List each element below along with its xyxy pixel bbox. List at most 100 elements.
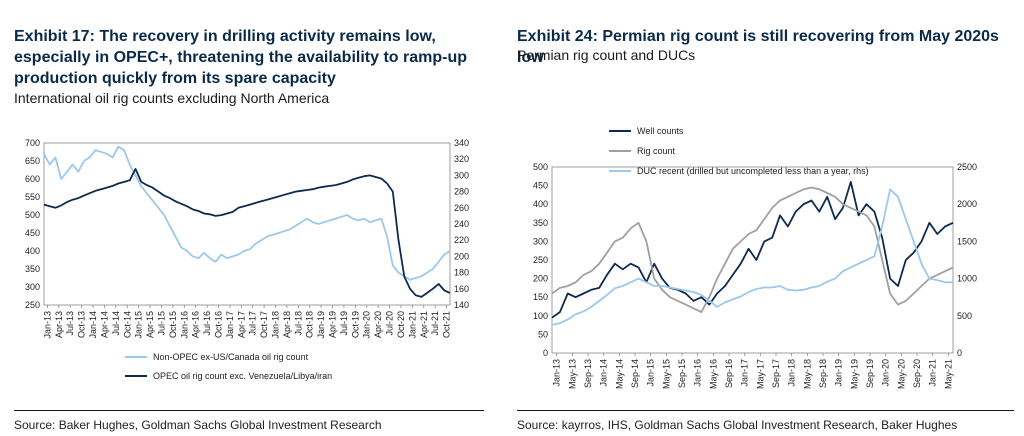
right-x-tick-label: Sep-20 (912, 359, 922, 388)
left-x-tick-label: Apr-19 (328, 311, 338, 338)
left-y-left-tick-label: 450 (25, 228, 40, 238)
left-x-tick-label: Jan-16 (179, 311, 189, 339)
left-exhibit: Exhibit 17: The recovery in drilling act… (0, 0, 500, 436)
right-x-tick-label: May-13 (567, 359, 577, 389)
right-source-divider (517, 410, 1014, 411)
left-x-tick-label: Jul-18 (293, 311, 303, 336)
left-x-tick-label: Jan-14 (88, 311, 98, 339)
right-x-tick-label: Jan-21 (928, 359, 938, 387)
right-x-tick-label: May-17 (755, 359, 765, 389)
right-x-tick-label: May-20 (896, 359, 906, 389)
right-exhibit: Exhibit 24: Permian rig count is still r… (512, 0, 1024, 436)
left-x-tick-label: Jul-17 (248, 311, 258, 336)
right-x-tick-label: Jan-18 (787, 359, 797, 387)
right-y-left-tick-label: 350 (533, 218, 548, 228)
left-x-tick-label: Oct-21 (442, 311, 452, 338)
left-plot-frame (43, 142, 451, 306)
right-x-tick-label: Sep-18 (818, 359, 828, 388)
left-y-right-tick-label: 280 (454, 187, 469, 197)
left-x-tick-label: Jul-15 (156, 311, 166, 336)
left-y-left-tick-label: 550 (25, 192, 40, 202)
left-y-left-tick-label: 250 (25, 300, 40, 310)
left-legend-label: OPEC oil rig count exc. Venezuela/Libya/… (153, 371, 332, 381)
left-x-tick-label: Jul-13 (65, 311, 75, 336)
left-y-right-tick-label: 200 (454, 251, 469, 261)
right-series-line-2 (551, 188, 953, 326)
right-x-tick-label: Jan-13 (552, 359, 562, 387)
left-chart: 700 650 600 550 500 450 400 350 300 250 340 320 300 2… (25, 138, 469, 381)
left-x-tick-label: Apr-21 (419, 311, 429, 338)
right-x-tick-label: Sep-16 (724, 359, 734, 388)
right-series-line-0 (551, 180, 954, 319)
left-x-tick-label: Oct-14 (122, 311, 132, 338)
right-x-tick-label: Sep-13 (583, 359, 593, 388)
left-x-tick-label: Jan-19 (316, 311, 326, 339)
right-plot-frame (551, 166, 954, 354)
left-y-right-tick-label: 300 (454, 170, 469, 180)
left-x-tick-label: Apr-15 (145, 311, 155, 338)
right-x-tick-label: Jan-16 (693, 359, 703, 387)
right-y-left-tick-label: 100 (533, 311, 548, 321)
right-y-left-tick-label: 200 (533, 274, 548, 284)
right-x-tick-label: May-21 (943, 359, 953, 389)
right-chart: 5004504003503002502001501005002500200015… (533, 126, 977, 389)
left-legend-label: Non-OPEC ex-US/Canada oil rig count (153, 352, 309, 362)
right-x-tick-label: Jan-15 (646, 359, 656, 387)
left-x-tick-label: Jul-19 (339, 311, 349, 336)
right-y-left-tick-label: 50 (538, 329, 548, 339)
left-x-tick-label: Jul-14 (111, 311, 121, 336)
right-chart-subtitle: Permian rig count and DUCs (517, 47, 696, 63)
right-series-line-1 (551, 186, 954, 314)
left-source-divider (14, 410, 484, 411)
right-x-tick-label: Sep-14 (630, 359, 640, 388)
left-y-left-tick-label: 500 (25, 210, 40, 220)
left-x-tick-label: Apr-14 (99, 311, 109, 338)
left-y-right-tick-label: 320 (454, 154, 469, 164)
right-y-left-tick-label: 0 (543, 348, 548, 358)
left-x-tick-label: Jan-15 (134, 311, 144, 339)
left-y-right-tick-label: 240 (454, 219, 469, 229)
left-y-left-tick-label: 300 (25, 282, 40, 292)
left-y-right-tick-label: 140 (454, 300, 469, 310)
left-x-tick-label: Apr-18 (282, 311, 292, 338)
left-chart-subtitle: International oil rig counts excluding N… (14, 90, 330, 106)
left-x-tick-label: Jan-17 (225, 311, 235, 339)
left-x-tick-label: Oct-16 (213, 311, 223, 338)
right-y-left-tick-label: 400 (533, 199, 548, 209)
right-x-tick-label: Jan-20 (881, 359, 891, 387)
right-y-right-tick-label: 2000 (957, 199, 977, 209)
left-x-tick-label: Apr-13 (54, 311, 64, 338)
right-x-tick-label: Sep-15 (677, 359, 687, 388)
left-y-right-tick-label: 260 (454, 203, 469, 213)
right-x-tick-label: Sep-17 (771, 359, 781, 388)
right-legend-label: Well counts (637, 126, 684, 136)
right-y-left-tick-label: 300 (533, 236, 548, 246)
right-x-tick-label: May-18 (802, 359, 812, 389)
left-x-tick-label: Apr-16 (191, 311, 201, 338)
left-y-left-tick-label: 600 (25, 174, 40, 184)
right-y-left-tick-label: 150 (533, 292, 548, 302)
right-x-tick-label: May-14 (614, 359, 624, 389)
left-y-left-tick-label: 700 (25, 138, 40, 148)
left-x-tick-label: Oct-19 (350, 311, 360, 338)
right-legend-label: DUC recent (drilled but uncompleted less… (637, 166, 869, 176)
right-x-tick-label: May-16 (708, 359, 718, 389)
left-y-left-tick-label: 350 (25, 264, 40, 274)
left-x-tick-label: Oct-20 (396, 311, 406, 338)
left-x-tick-label: Oct-18 (305, 311, 315, 338)
right-x-tick-label: Jan-19 (834, 359, 844, 387)
left-x-tick-label: Jul-21 (430, 311, 440, 336)
left-source-note: Source: Baker Hughes, Goldman Sachs Glob… (14, 418, 382, 432)
left-y-right-tick-label: 220 (454, 235, 469, 245)
right-y-left-tick-label: 450 (533, 181, 548, 191)
right-chart-title: Exhibit 24: Permian rig count is still r… (517, 28, 999, 66)
right-x-tick-label: Jan-17 (740, 359, 750, 387)
left-series-line-0 (43, 145, 451, 281)
right-x-tick-label: Jan-14 (599, 359, 609, 387)
right-x-tick-label: May-15 (661, 359, 671, 389)
right-legend-label: Rig count (637, 146, 676, 156)
left-x-tick-label: Jan-13 (42, 311, 52, 339)
left-y-left-tick-label: 650 (25, 156, 40, 166)
right-y-right-tick-label: 2500 (957, 162, 977, 172)
left-x-tick-label: Jan-21 (407, 311, 417, 339)
